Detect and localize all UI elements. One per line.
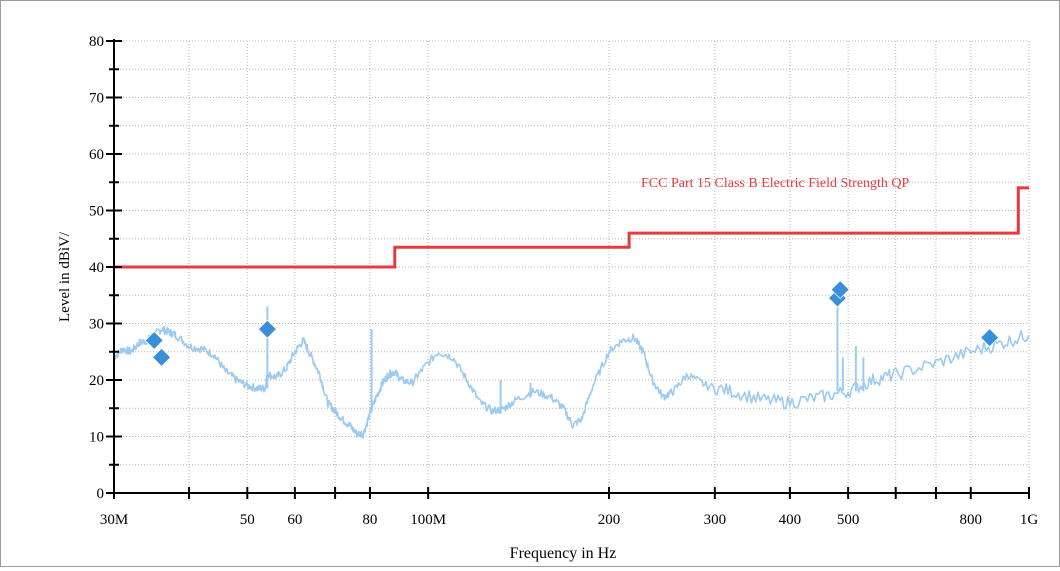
x-tick-label: 100M	[410, 512, 446, 528]
x-tick-label: 80	[362, 512, 377, 528]
y-tick-label: 10	[89, 430, 104, 446]
measurement-marker	[144, 330, 164, 351]
measurement-marker	[152, 347, 172, 367]
markers-group	[144, 280, 1000, 367]
grid	[113, 40, 1030, 493]
x-tick-label: 50	[240, 512, 255, 528]
tick-labels: 0 10 20 30 40 50 60 70 80 30M 50 60 80 100M 200 300 400 5…	[89, 34, 1038, 528]
y-tick-label: 60	[89, 147, 104, 163]
x-tick-label: 200	[598, 512, 621, 528]
y-axis-label: Level in dBìV/	[57, 231, 73, 322]
x-tick-label: 60	[287, 512, 302, 528]
x-tick-label: 300	[704, 512, 727, 528]
x-tick-label: 400	[779, 512, 802, 528]
x-tick-label: 500	[837, 512, 860, 528]
limit-line-label: FCC Part 15 Class B Electric Field Stren…	[641, 176, 910, 191]
measurement-marker	[980, 328, 1000, 348]
x-axis-label: Frequency in Hz	[510, 545, 617, 562]
x-tick-label: 30M	[100, 512, 128, 528]
y-tick-label: 80	[89, 34, 104, 50]
y-tick-label: 50	[89, 204, 104, 220]
y-tick-label: 20	[89, 373, 104, 389]
spectrum-trace	[113, 325, 1030, 439]
limit-line	[114, 186, 1029, 269]
x-tick-label: 1G	[1020, 512, 1039, 528]
y-tick-label: 0	[97, 486, 105, 502]
y-tick-label: 40	[89, 260, 104, 276]
measurement-marker	[257, 319, 277, 339]
y-tick-label: 30	[89, 317, 104, 333]
x-tick-label: 800	[960, 512, 983, 528]
y-tick-label: 70	[89, 91, 104, 107]
measurement-marker	[830, 280, 850, 300]
axes	[106, 39, 1030, 499]
limit-line-group	[114, 186, 1029, 269]
